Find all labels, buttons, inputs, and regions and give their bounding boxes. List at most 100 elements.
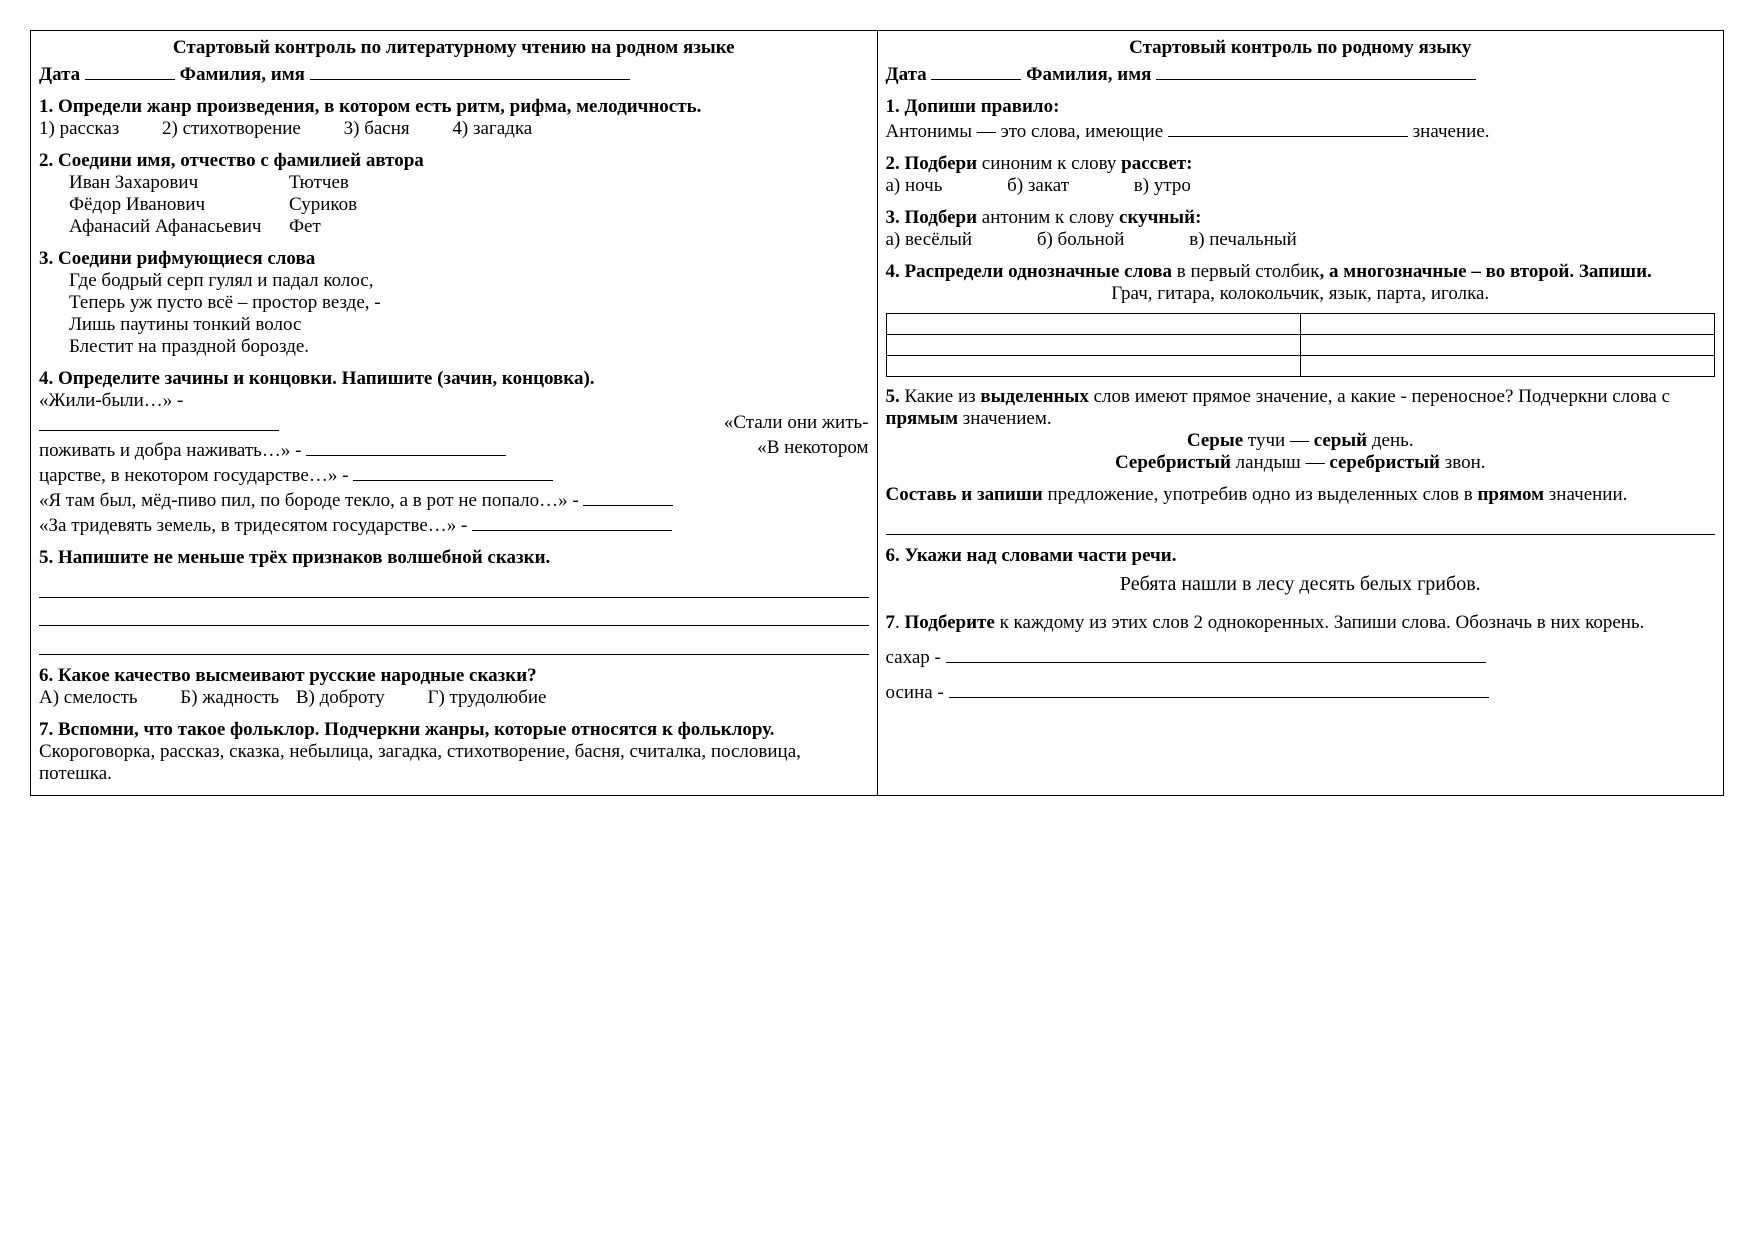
q4-blank-d[interactable] <box>583 487 673 506</box>
rq7-w2-blank[interactable] <box>949 679 1489 698</box>
name-blank-r[interactable] <box>1156 61 1476 80</box>
q3-l4: Блестит на праздной борозде. <box>69 336 869 358</box>
rq7-d: к каждому из этих слов 2 однокоренных. З… <box>995 612 1645 633</box>
rq2-o1[interactable]: а) ночь <box>886 175 943 197</box>
q6-c[interactable]: В) доброту <box>296 687 385 709</box>
q4-blank-e[interactable] <box>472 512 672 531</box>
rq2: 2. Подбери синоним к слову рассвет: а) н… <box>886 153 1716 197</box>
rq5-t4: звон. <box>1440 452 1486 473</box>
left-title: Стартовый контроль по литературному чтен… <box>39 37 869 59</box>
rq4-c: , а многозначные – во второй <box>1320 261 1570 282</box>
q5-blank1[interactable] <box>39 573 869 598</box>
rq1-head: 1. Допиши правило: <box>886 96 1060 117</box>
worksheet: Стартовый контроль по литературному чтен… <box>30 30 1724 796</box>
q6-b[interactable]: Б) жадность <box>180 687 279 709</box>
q2-l2a: Фёдор Иванович <box>69 194 289 216</box>
date-label-r: Дата <box>886 64 927 85</box>
rq3: 3. Подбери антоним к слову скучный: а) в… <box>886 207 1716 251</box>
q4-e: «За тридевять земель, в тридесятом госуд… <box>39 515 467 536</box>
q4-blank-c[interactable] <box>353 462 553 481</box>
q5-head: 5. Напишите не меньше трёх признаков вол… <box>39 547 550 568</box>
right-title: Стартовый контроль по родному языку <box>886 37 1716 59</box>
q6-head: 6. Какое качество высмеивают русские нар… <box>39 665 537 686</box>
rq3-o2[interactable]: б) больной <box>1037 229 1125 251</box>
q1-opt4[interactable]: 4) загадка <box>452 118 532 140</box>
q1-head: 1. Определи жанр произведения, в котором… <box>39 96 701 117</box>
rq5x-d: значении. <box>1544 484 1627 505</box>
table-cell[interactable] <box>886 313 1301 335</box>
rq5-line1: Серые тучи — серый день. <box>886 430 1716 452</box>
table-cell[interactable] <box>1300 313 1715 335</box>
rq7-c: Подберите <box>905 612 995 633</box>
q4: 4. Определите зачины и концовки. Напишит… <box>39 368 869 537</box>
rq5-w3: Серебристый <box>1115 452 1231 473</box>
q5-blank3[interactable] <box>39 630 869 655</box>
rq2-o2[interactable]: б) закат <box>1007 175 1069 197</box>
rq5x-a: Составь и запиши <box>886 484 1043 505</box>
rq2-a: 2. Подбери <box>886 153 982 174</box>
q4-body: «Жили-были…» - «Стали они жить- поживать… <box>39 390 869 537</box>
q3-l1: Где бодрый серп гулял и падал колос, <box>69 270 869 292</box>
q3-head: 3. Соедини рифмующиеся слова <box>39 248 315 269</box>
q1: 1. Определи жанр произведения, в котором… <box>39 96 869 140</box>
rq6-head: 6. Укажи над словами части речи. <box>886 545 1177 566</box>
rq5-c: выделенных <box>980 386 1088 407</box>
rq4: 4. Распредели однозначные слова в первый… <box>886 261 1716 376</box>
q6-a[interactable]: А) смелость <box>39 687 138 709</box>
rq7-a: 7 <box>886 612 896 633</box>
rq1-b: значение. <box>1413 121 1490 142</box>
rq5-t2: день. <box>1367 430 1413 451</box>
q4-c-pre: «В некотором <box>757 437 868 459</box>
rq5-w4: серебристый <box>1329 452 1440 473</box>
table-cell[interactable] <box>886 334 1301 356</box>
q1-options: 1) рассказ 2) стихотворение 3) басня 4) … <box>39 118 869 140</box>
table-cell[interactable] <box>1300 355 1715 377</box>
q3-l2: Теперь уж пусто всё – простор везде, - <box>69 292 869 314</box>
q2-l2b: Суриков <box>289 194 357 216</box>
rq2-o3[interactable]: в) утро <box>1134 175 1191 197</box>
rq5x: Составь и запиши предложение, употребив … <box>886 484 1716 535</box>
left-header: Дата Фамилия, имя <box>39 61 869 86</box>
q5-blank2[interactable] <box>39 602 869 627</box>
rq7-w2: осина - <box>886 682 944 703</box>
q1-opt3[interactable]: 3) басня <box>344 118 410 140</box>
name-blank[interactable] <box>310 61 630 80</box>
rq3-c: скучный: <box>1119 207 1201 228</box>
date-blank[interactable] <box>85 61 175 80</box>
q6-options: А) смелость Б) жадность В) доброту Г) тр… <box>39 687 869 709</box>
q5: 5. Напишите не меньше трёх признаков вол… <box>39 547 869 655</box>
table-cell[interactable] <box>886 355 1301 377</box>
q2-l3b: Фет <box>289 216 321 238</box>
rq5-e: прямым <box>886 408 959 429</box>
rq3-b: антоним к слову <box>982 207 1119 228</box>
rq3-o1[interactable]: а) весёлый <box>886 229 973 251</box>
rq5x-c: прямом <box>1477 484 1544 505</box>
rq5x-blank[interactable] <box>886 510 1716 535</box>
q4-blank-b[interactable] <box>306 437 506 456</box>
q4-head: 4. Определите зачины и концовки. Напишит… <box>39 368 595 389</box>
q6: 6. Какое качество высмеивают русские нар… <box>39 665 869 709</box>
name-label: Фамилия, имя <box>180 64 305 85</box>
rq1-blank[interactable] <box>1168 118 1408 137</box>
rq7-w2-line: осина - <box>886 679 1716 704</box>
q7-body: Скороговорка, рассказ, сказка, небылица,… <box>39 741 869 785</box>
q3: 3. Соедини рифмующиеся слова Где бодрый … <box>39 248 869 358</box>
q4-blank-a[interactable] <box>39 412 279 431</box>
rq2-options: а) ночь б) закат в) утро <box>886 175 1716 197</box>
q7-head: 7. Вспомни, что такое фольклор. Подчеркн… <box>39 719 775 740</box>
q1-opt1[interactable]: 1) рассказ <box>39 118 119 140</box>
date-blank-r[interactable] <box>931 61 1021 80</box>
q1-opt2[interactable]: 2) стихотворение <box>162 118 301 140</box>
rq5-a: 5. <box>886 386 900 407</box>
q6-d[interactable]: Г) трудолюбие <box>427 687 546 709</box>
rq3-o3[interactable]: в) печальный <box>1189 229 1297 251</box>
table-cell[interactable] <box>1300 334 1715 356</box>
left-column: Стартовый контроль по литературному чтен… <box>31 31 878 795</box>
rq1-a: Антонимы — это слова, имеющие <box>886 121 1164 142</box>
q4-b-tail: поживать и добра наживать…» - <box>39 440 306 461</box>
q2-l3a: Афанасий Афанасьевич <box>69 216 289 238</box>
rq5-t3: ландыш — <box>1231 452 1329 473</box>
rq7-w1-blank[interactable] <box>946 644 1486 663</box>
rq6: 6. Укажи над словами части речи. Ребята … <box>886 545 1716 602</box>
rq7: 7. Подберите к каждому из этих слов 2 од… <box>886 612 1716 634</box>
